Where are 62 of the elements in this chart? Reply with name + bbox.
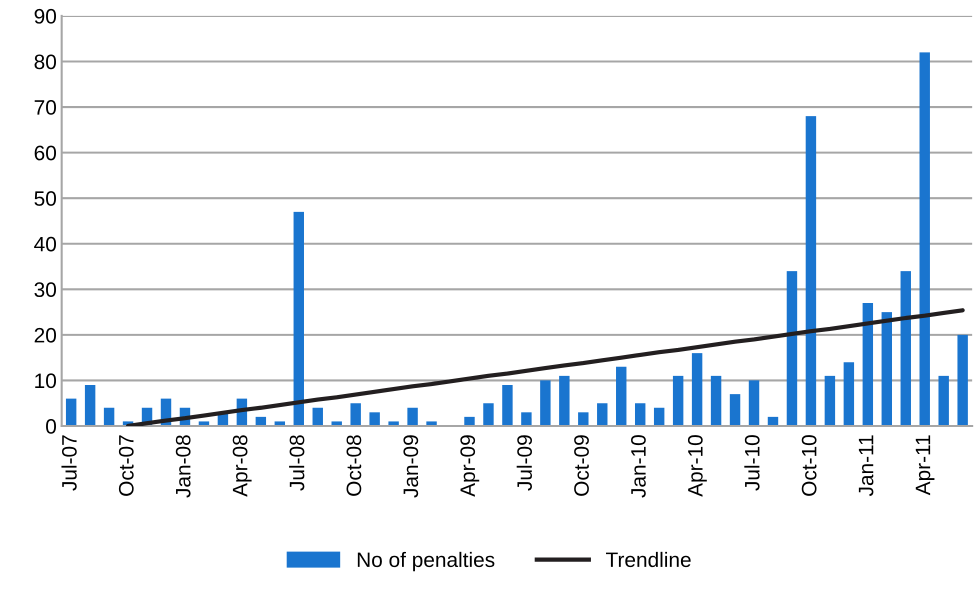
x-tick-label: Apr-10 [688, 435, 707, 497]
bar [66, 398, 76, 426]
x-tick-label: Oct-08 [346, 435, 362, 496]
bar [521, 412, 532, 426]
bar [938, 376, 949, 426]
y-tick-label: 10 [35, 373, 56, 388]
x-tick-label: Oct-07 [118, 435, 134, 496]
bar [882, 312, 892, 426]
bar [634, 403, 646, 426]
bar [786, 271, 798, 426]
bar [900, 271, 911, 426]
x-tick-label: Apr-08 [232, 435, 252, 497]
bar [84, 384, 96, 426]
line-series [126, 308, 965, 426]
bar [502, 384, 513, 426]
x-tick-label: Apr-09 [460, 435, 480, 497]
bar [578, 412, 589, 426]
bar [294, 212, 304, 426]
bar [312, 408, 323, 426]
x-tick-label: Jul-08 [289, 435, 304, 491]
x-tick-label: Oct-10 [802, 435, 817, 496]
y-tick-label: 80 [34, 54, 56, 70]
bar [597, 403, 608, 426]
bar [748, 380, 760, 426]
y-tick-label: 20 [34, 328, 56, 343]
bar [957, 334, 968, 426]
x-tick-label: Jul-10 [744, 435, 760, 491]
bar [616, 366, 626, 426]
bar [844, 362, 854, 426]
y-tick-label: 60 [34, 146, 56, 160]
legend-label: No of penalties [358, 552, 494, 572]
bar [483, 403, 494, 426]
x-tick-label: Jan-10 [631, 435, 646, 498]
y-tick-label: 90 [34, 8, 56, 24]
bar [710, 376, 722, 426]
x-tick-label: Jan-08 [176, 435, 191, 498]
bar [730, 394, 740, 426]
bar [806, 116, 816, 426]
y-tick-label: 70 [34, 100, 56, 115]
x-tick-label: Jul-09 [516, 435, 532, 491]
bar [862, 302, 874, 426]
bar [824, 376, 836, 426]
y-tick-label: 30 [34, 282, 56, 298]
bar [654, 408, 664, 426]
bar [104, 408, 114, 426]
bar [407, 408, 418, 426]
x-tick-label: Apr-11 [916, 435, 934, 496]
y-tick-label: 0 [46, 418, 56, 434]
bar [369, 412, 380, 426]
bar [672, 376, 684, 426]
bar [920, 52, 930, 426]
x-tick-label: Jan-09 [403, 435, 418, 498]
bar [540, 380, 551, 426]
x-tick-label: Jul-07 [61, 435, 77, 491]
y-tick-label: 50 [34, 191, 56, 206]
bar [559, 376, 570, 426]
x-tick-label: Oct-09 [574, 435, 589, 496]
y-tick-label: 40 [34, 236, 56, 252]
bar [692, 353, 702, 426]
bar [350, 403, 361, 426]
x-tick-label: Jan-11 [858, 435, 874, 496]
legend-label: Trendline [606, 552, 691, 568]
